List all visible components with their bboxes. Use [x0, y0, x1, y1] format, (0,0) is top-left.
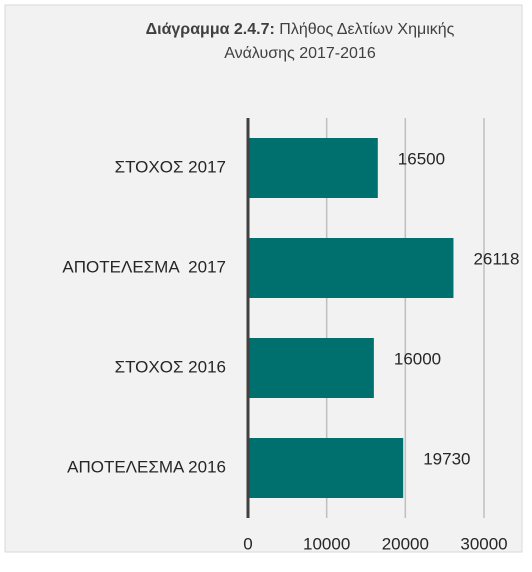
- x-tick-label: 20000: [382, 534, 429, 553]
- title-label: Διάγραμμα 2.4.7:: [146, 21, 275, 38]
- y-tick-label: ΣΤΟΧΟΣ 2016: [115, 357, 226, 376]
- value-label: 16500: [398, 149, 445, 168]
- bar: [248, 138, 378, 198]
- bar: [248, 438, 404, 498]
- y-tick-label: ΑΠΟΤΕΛΕΣΜΑ 2017: [62, 257, 226, 276]
- value-label: 16000: [394, 349, 441, 368]
- x-tick-label: 30000: [460, 534, 507, 553]
- value-label: 26118: [473, 249, 519, 268]
- bar: [248, 238, 454, 298]
- title-line-1: Πλήθος Δελτίων Χημικής: [279, 21, 454, 38]
- x-tick-label: 10000: [303, 534, 350, 553]
- x-tick-label: 0: [243, 534, 252, 553]
- y-tick-label: ΣΤΟΧΟΣ 2017: [115, 157, 226, 176]
- value-label: 19730: [423, 449, 470, 468]
- chart-title: Διάγραμμα 2.4.7: Πλήθος Δελτίων Χημικής: [146, 21, 455, 38]
- chart-title-line-2: Ανάλυσης 2017-2016: [224, 45, 376, 62]
- bar: [248, 338, 374, 398]
- y-tick-label: ΑΠΟΤΕΛΕΣΜΑ 2016: [67, 457, 226, 476]
